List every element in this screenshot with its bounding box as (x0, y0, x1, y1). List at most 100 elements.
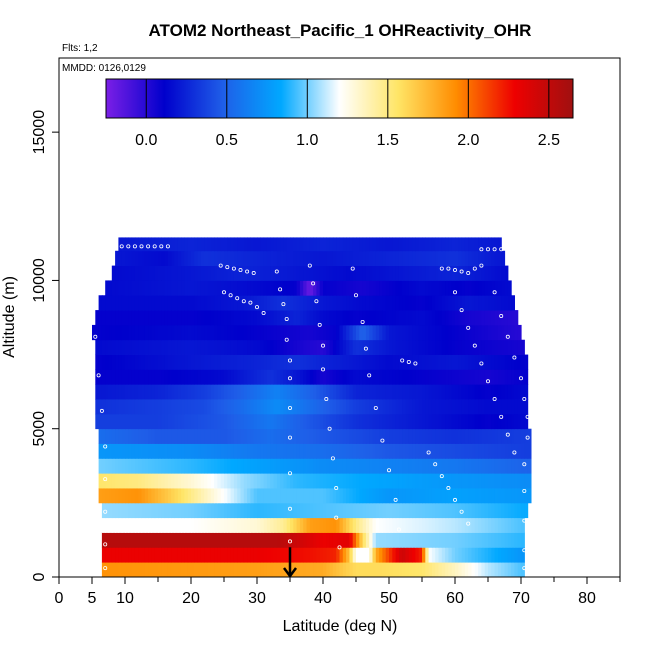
heatmap-cell (422, 532, 426, 548)
heatmap-cell (187, 502, 192, 519)
heatmap-cell (134, 488, 139, 504)
heatmap-cell (474, 280, 479, 296)
heatmap-cell (422, 295, 426, 311)
heatmap-cell (478, 473, 482, 489)
flight-track-point (452, 268, 457, 273)
flight-track-point (337, 545, 342, 550)
heatmap-cell (290, 250, 294, 266)
heatmap-cell (332, 473, 337, 489)
heatmap-cell (488, 443, 492, 459)
heatmap-cell (207, 250, 212, 266)
heatmap-cell (418, 384, 423, 400)
heatmap-cell (455, 237, 459, 252)
heatmap-cell (471, 473, 476, 489)
heatmap-cell (464, 413, 469, 430)
heatmap-cell (521, 532, 525, 548)
heatmap-cell (369, 237, 374, 252)
heatmap-cell (339, 399, 344, 415)
heatmap-cell (372, 562, 377, 578)
heatmap-cell (118, 413, 123, 430)
heatmap-cell (484, 502, 489, 519)
heatmap-cell (448, 237, 453, 252)
heatmap-cell (309, 369, 314, 385)
heatmap-cell (276, 532, 281, 548)
heatmap-cell (481, 458, 486, 474)
heatmap-cell (210, 384, 215, 400)
heatmap-cell (167, 428, 172, 444)
heatmap-cell (233, 532, 238, 548)
heatmap-cell (263, 324, 268, 341)
heatmap-cell (458, 310, 463, 326)
heatmap-cell (171, 428, 176, 444)
heatmap-cell (514, 428, 519, 444)
heatmap-cell (125, 443, 129, 459)
heatmap-cell (237, 547, 242, 563)
heatmap-cell (303, 369, 308, 385)
heatmap-cell (148, 339, 152, 355)
heatmap-cell (365, 237, 370, 252)
heatmap-cell (105, 458, 110, 474)
heatmap-cell (313, 547, 317, 563)
heatmap-cell (184, 488, 189, 504)
heatmap-cell (141, 295, 146, 311)
heatmap-cell (309, 562, 314, 578)
heatmap-cell (418, 369, 423, 385)
heatmap-cell (115, 324, 119, 341)
heatmap-cell (323, 488, 327, 504)
heatmap-cell (392, 517, 397, 533)
heatmap-cell (398, 384, 403, 400)
heatmap-cell (187, 413, 192, 430)
heatmap-cell (501, 324, 506, 341)
heatmap-cell (389, 517, 393, 533)
heatmap-cell (154, 473, 159, 489)
heatmap-cell (422, 354, 426, 370)
heatmap-cell (385, 369, 390, 385)
heatmap-cell (164, 354, 169, 370)
heatmap-cell (336, 562, 341, 578)
heatmap-cell (431, 237, 436, 252)
heatmap-cell (339, 562, 344, 578)
heatmap-cell (455, 502, 459, 519)
heatmap-cell (372, 310, 377, 326)
heatmap-cell (177, 413, 182, 430)
heatmap-cell (326, 369, 331, 385)
heatmap-cell (458, 324, 463, 341)
heatmap-cell (161, 488, 166, 504)
heatmap-cell (257, 428, 261, 444)
heatmap-cell (174, 517, 179, 533)
heatmap-cell (504, 265, 509, 281)
heatmap-cell (283, 443, 288, 459)
heatmap-cell (342, 488, 347, 504)
flight-track-point (165, 244, 170, 249)
heatmap-cell (154, 399, 159, 415)
heatmap-cell (210, 502, 215, 519)
heatmap-cell (319, 310, 324, 326)
heatmap-cell (455, 517, 459, 533)
heatmap-cell (484, 443, 489, 459)
heatmap-cell (154, 354, 159, 370)
heatmap-cell (438, 502, 443, 519)
heatmap-cell (115, 502, 119, 519)
heatmap-cell (210, 339, 215, 355)
heatmap-cell (151, 339, 156, 355)
heatmap-cell (458, 532, 463, 548)
heatmap-cell (323, 280, 327, 296)
heatmap-cell (118, 384, 123, 400)
heatmap-cell (422, 488, 426, 504)
heatmap-cell (402, 488, 407, 504)
heatmap-cell (233, 502, 238, 519)
heatmap-cell (148, 443, 152, 459)
heatmap-cell (138, 488, 143, 504)
heatmap-cell (293, 369, 298, 385)
heatmap-cell (484, 250, 489, 266)
heatmap-cell (121, 250, 126, 266)
heatmap-cell (290, 324, 294, 341)
heatmap-cell (402, 237, 407, 252)
heatmap-cell (332, 562, 337, 578)
heatmap-cell (247, 354, 251, 370)
heatmap-cell (220, 310, 225, 326)
heatmap-cell (356, 458, 360, 474)
heatmap-cell (257, 237, 261, 252)
heatmap-cell (220, 458, 225, 474)
heatmap-cell (471, 324, 476, 341)
